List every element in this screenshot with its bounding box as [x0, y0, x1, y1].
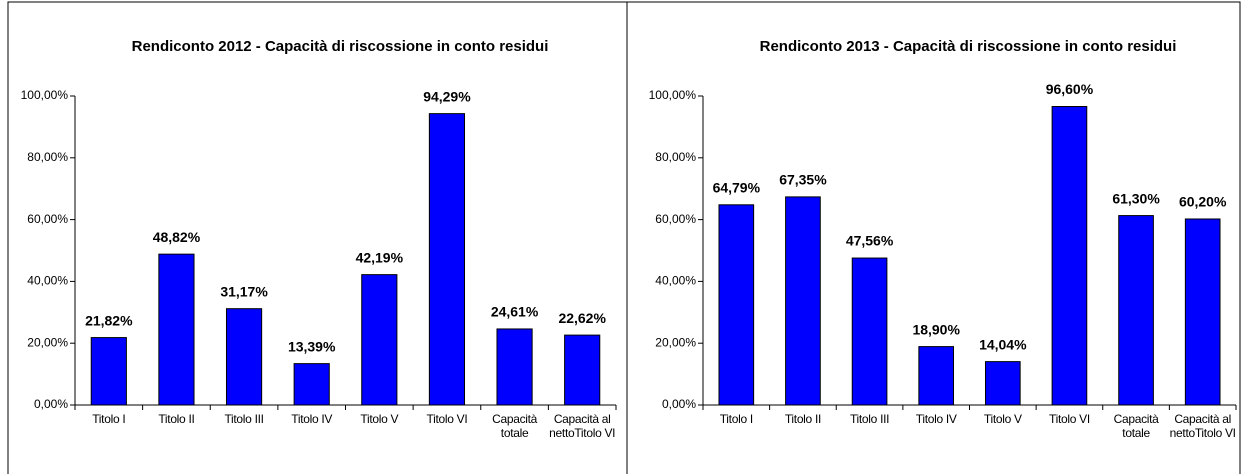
frame	[7, 1, 1241, 474]
data-label: 47,56%	[846, 233, 894, 249]
data-label: 22,62%	[558, 310, 606, 326]
x-tick-label: Titolo III	[849, 412, 890, 426]
data-label: 31,17%	[220, 283, 268, 299]
data-label: 18,90%	[912, 321, 960, 337]
bar	[225, 308, 263, 406]
x-tick-label: Titolo IV	[291, 412, 333, 426]
bar	[496, 328, 533, 406]
x-tick-label: Titolo II	[784, 412, 822, 426]
data-label: 21,82%	[85, 312, 133, 328]
bar	[1051, 106, 1088, 406]
data-label: 64,79%	[713, 180, 761, 196]
x-tick-label: Titolo VI	[1049, 412, 1090, 426]
y-tick-label: 80,00%	[655, 150, 696, 164]
y-tick-label: 20,00%	[27, 335, 68, 349]
x-tick-label: Titolo V	[983, 412, 1022, 426]
x-tick-label: Capacità al nettoTitolo VI	[1169, 412, 1236, 440]
data-label: 13,39%	[288, 338, 336, 354]
x-tick-label: Titolo VI	[426, 412, 468, 426]
y-tick-label: 20,00%	[655, 335, 696, 349]
bar	[1184, 218, 1221, 406]
chart-title: Rendiconto 2013 - Capacità di riscossion…	[760, 38, 1177, 55]
data-label: 48,82%	[153, 229, 201, 245]
y-tick-label: 60,00%	[655, 212, 696, 226]
x-tick-label: Titolo II	[158, 412, 195, 426]
data-label: 61,30%	[1112, 190, 1160, 206]
bar	[718, 204, 755, 406]
x-tick-label: Titolo III	[224, 412, 264, 426]
chart-title: Rendiconto 2012 - Capacità di riscossion…	[132, 38, 549, 55]
bar	[984, 361, 1021, 406]
bar	[361, 274, 398, 406]
y-tick-label: 100,00%	[649, 88, 697, 102]
y-tick-label: 40,00%	[27, 274, 68, 288]
bar	[851, 257, 888, 406]
data-label: 94,29%	[423, 88, 471, 104]
x-tick-label: Capacità al nettoTitolo VI	[549, 412, 616, 440]
x-tick-label: Titolo I	[92, 412, 126, 426]
bar	[90, 337, 127, 406]
x-tick-label: Titolo IV	[915, 412, 957, 426]
bar	[785, 196, 821, 406]
data-label: 24,61%	[491, 304, 539, 320]
data-label: 42,19%	[356, 249, 404, 265]
y-tick-label: 100,00%	[21, 88, 69, 102]
x-tick-label: Capacità totale	[1113, 412, 1159, 440]
data-label: 67,35%	[779, 172, 827, 188]
y-tick-label: 0,00%	[34, 397, 68, 411]
y-tick-label: 80,00%	[27, 150, 68, 164]
bar	[1118, 215, 1154, 406]
data-label: 96,60%	[1046, 81, 1094, 97]
data-label: 60,20%	[1179, 194, 1227, 210]
y-tick-label: 60,00%	[27, 212, 68, 226]
bar	[158, 253, 195, 406]
x-tick-label: Titolo V	[360, 412, 399, 426]
bar	[564, 334, 601, 406]
x-tick-label: Titolo I	[719, 412, 753, 426]
data-label: 14,04%	[979, 336, 1027, 352]
y-tick-label: 0,00%	[662, 397, 696, 411]
y-tick-label: 40,00%	[655, 274, 696, 288]
bar	[293, 363, 330, 406]
bar	[428, 113, 466, 406]
bar	[918, 346, 955, 406]
x-tick-label: Capacità totale	[492, 412, 538, 440]
